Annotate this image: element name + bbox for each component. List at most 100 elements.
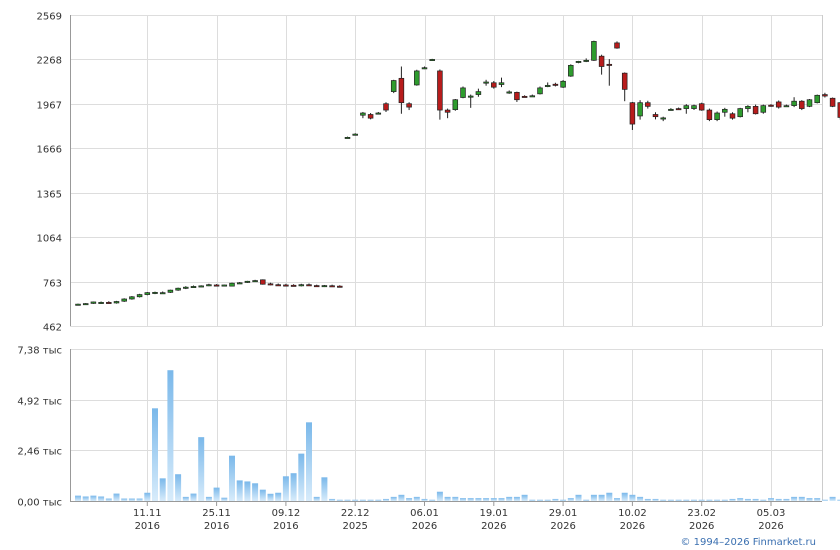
candle-body	[652, 114, 659, 118]
candle-body	[645, 102, 651, 107]
candle-body	[668, 108, 674, 111]
candle-body	[799, 100, 805, 109]
volume-bar	[652, 498, 659, 501]
candle	[313, 284, 320, 288]
candle	[90, 301, 97, 304]
volume-bar	[298, 453, 305, 501]
candle	[791, 97, 797, 108]
volume-bar	[829, 496, 836, 501]
volume-bar	[467, 498, 474, 501]
volume-bar	[267, 493, 274, 501]
date-tick-year: 2016	[273, 521, 298, 532]
candle-body	[460, 87, 466, 98]
volume-bar	[390, 496, 397, 501]
volume-bar	[721, 499, 728, 501]
candle	[483, 79, 489, 86]
candle-body	[722, 108, 728, 113]
price-tick-label: 462	[43, 323, 62, 334]
volume-bar	[513, 496, 520, 501]
price-tick-label: 1365	[37, 190, 62, 201]
volume-tick-label: 4,92 тыс	[17, 397, 62, 408]
candle-body	[236, 282, 243, 285]
volume-bar	[729, 498, 736, 501]
date-tick-day: 29.01	[549, 508, 578, 519]
date-tick-day: 06.01	[410, 508, 439, 519]
candle	[668, 108, 674, 111]
candle	[529, 94, 536, 98]
candle	[814, 94, 820, 104]
volume-bar	[436, 491, 443, 501]
candle-body	[175, 287, 181, 291]
candle	[113, 300, 120, 304]
volume-bar	[544, 499, 551, 501]
volume-axis: 0,00 тыс 2,46 тыс 4,92 тыс 7,38 тыс	[17, 346, 823, 509]
volume-bar	[775, 498, 782, 501]
candle-body	[529, 95, 536, 98]
candle-body	[437, 70, 443, 111]
candle-body	[337, 285, 343, 288]
candle	[606, 59, 613, 86]
candle	[414, 69, 420, 86]
candle-body	[752, 106, 759, 115]
candle	[352, 133, 358, 136]
date-tick-year: 2016	[135, 521, 160, 532]
candle	[236, 282, 243, 285]
volume-bar	[344, 499, 351, 501]
candle	[337, 285, 343, 288]
volume-bar	[583, 499, 590, 501]
candle-body	[475, 91, 482, 95]
volume-bar	[606, 492, 613, 501]
candle	[652, 112, 659, 120]
price-tick-label: 1967	[37, 101, 62, 112]
volume-bar	[483, 498, 490, 501]
candle	[737, 107, 743, 118]
candle	[152, 291, 158, 295]
volume-bar	[614, 498, 620, 501]
candle-body	[745, 106, 751, 109]
volume-bar	[406, 498, 413, 501]
candle-body	[190, 286, 197, 288]
candle-body	[82, 303, 89, 306]
candle	[768, 104, 774, 107]
candle	[206, 283, 212, 287]
candle-body	[575, 60, 582, 63]
volume-bar	[213, 487, 220, 501]
candle-body	[591, 41, 597, 61]
candle-body	[737, 108, 743, 118]
candle-body	[698, 103, 705, 111]
price-tick-label: 763	[43, 279, 62, 290]
volume-bar	[521, 494, 528, 501]
candle	[722, 107, 728, 117]
volume-bar	[136, 498, 143, 501]
candle-body	[714, 112, 720, 121]
date-tick-year: 2025	[342, 521, 367, 532]
credit-text[interactable]: © 1994–2026 Finmarket.ru	[680, 537, 816, 548]
candle-body	[683, 105, 690, 109]
volume-bar	[629, 494, 636, 501]
candle	[82, 303, 89, 306]
candle-body	[344, 137, 351, 139]
volume-bar	[152, 408, 158, 501]
volume-bar	[498, 498, 505, 501]
volume-bar	[598, 494, 605, 501]
candle-body	[552, 83, 559, 86]
candle-body	[583, 59, 589, 62]
candle-body	[229, 282, 235, 287]
date-tick-day: 25.11	[202, 508, 231, 519]
candle-body	[483, 81, 489, 84]
candle	[729, 112, 736, 120]
candle-body	[568, 64, 574, 77]
candle	[252, 279, 258, 283]
candle	[614, 41, 620, 49]
candle-body	[206, 284, 212, 287]
volume-bar	[490, 498, 497, 501]
volume-bar	[537, 499, 543, 501]
candle	[506, 90, 512, 94]
candle-body	[383, 103, 389, 111]
candle-body	[98, 302, 104, 304]
candle-body	[822, 94, 828, 97]
candle-body	[675, 108, 682, 111]
volume-bar	[221, 497, 228, 501]
volume-bar	[821, 499, 828, 501]
volume-bar	[375, 499, 382, 501]
